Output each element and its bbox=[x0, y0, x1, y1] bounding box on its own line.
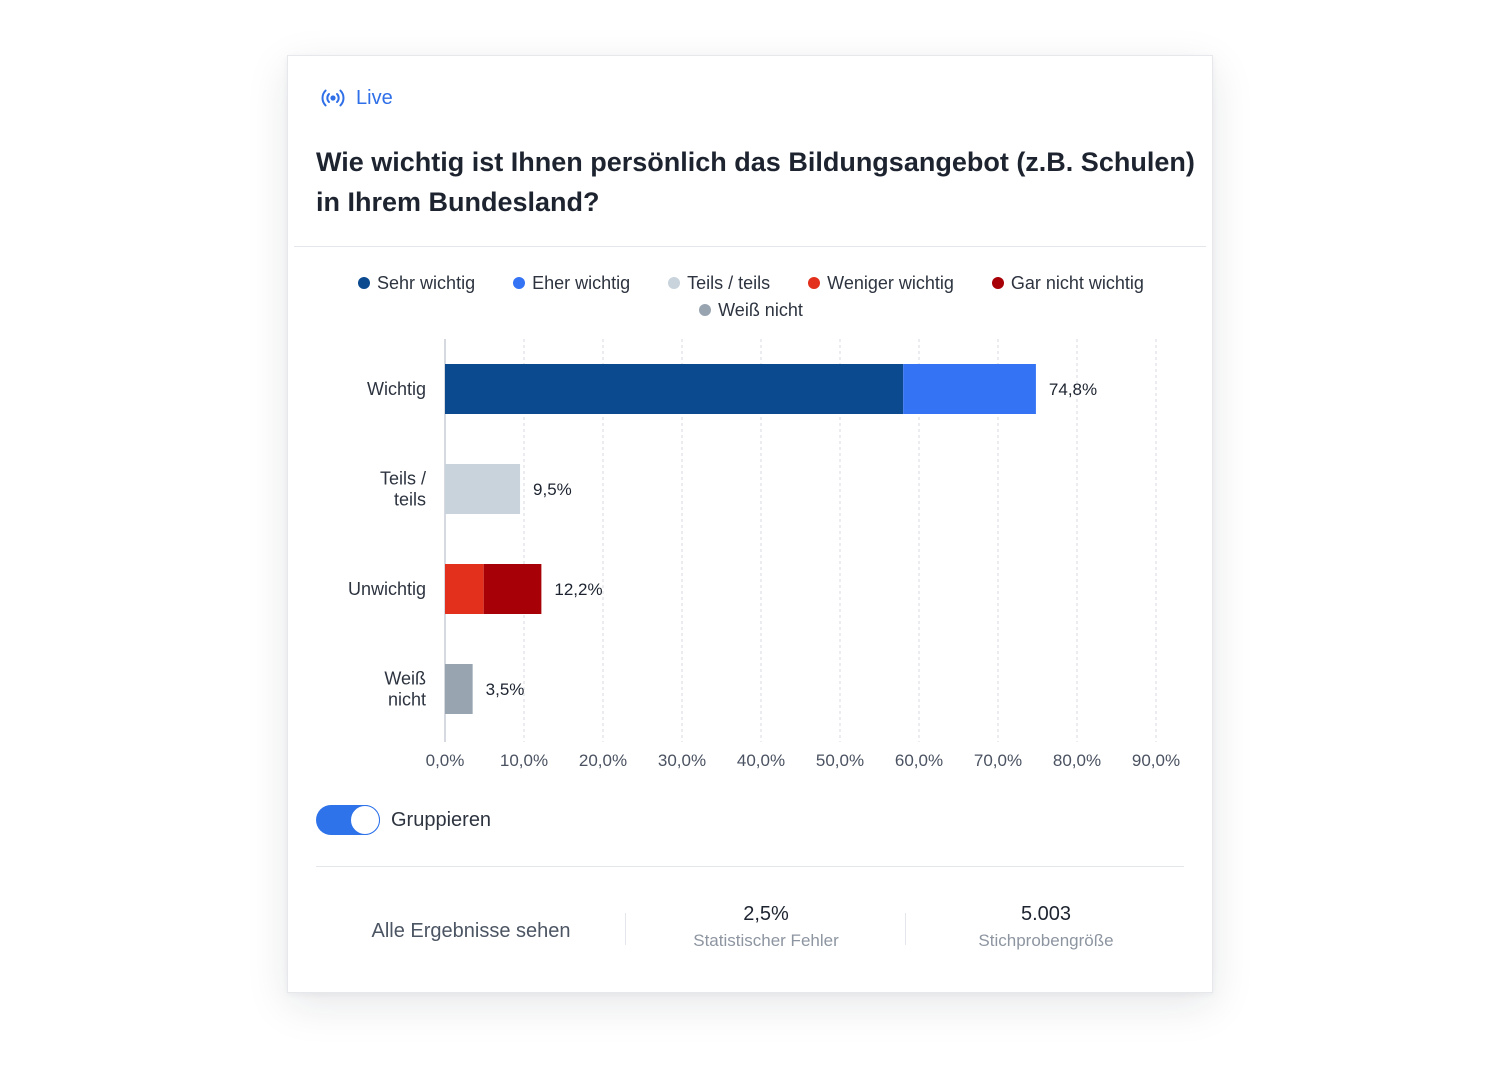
toggle-knob[interactable] bbox=[350, 805, 380, 835]
all-results-link[interactable]: Alle Ergebnisse sehen bbox=[371, 919, 571, 942]
legend-label: Sehr wichtig bbox=[377, 272, 476, 293]
category-label: Wichtig bbox=[367, 379, 426, 399]
x-tick-label: 20,0% bbox=[579, 751, 627, 770]
x-tick-label: 40,0% bbox=[737, 751, 785, 770]
legend-label: Teils / teils bbox=[687, 272, 771, 293]
legend-item-sehr-wichtig[interactable]: Sehr wichtig bbox=[358, 273, 475, 294]
question-title: Wie wichtig ist Ihnen persönlich das Bil… bbox=[316, 147, 1195, 217]
chart-legend: Sehr wichtig Eher wichtig Teils / teils … bbox=[288, 270, 1214, 323]
broadcast-icon bbox=[321, 89, 345, 107]
legend-dot bbox=[808, 277, 821, 289]
stat-label: Statistischer Fehler bbox=[693, 931, 839, 950]
stat-sample-size: 5.003 Stichprobengröße bbox=[906, 901, 1186, 953]
legend-label: Weiß nicht bbox=[718, 299, 803, 320]
category-label: Weiß bbox=[384, 669, 426, 689]
bar-total-label: 12,2% bbox=[554, 580, 602, 599]
category-label: teils bbox=[394, 490, 426, 510]
stat-label: Stichprobengröße bbox=[978, 931, 1114, 950]
x-tick-label: 60,0% bbox=[895, 751, 943, 770]
stat-value: 5.003 bbox=[1020, 903, 1072, 925]
legend-item-weiss-nicht[interactable]: Weiß nicht bbox=[699, 300, 803, 321]
bar-segment bbox=[445, 664, 473, 714]
legend-item-eher-wichtig[interactable]: Eher wichtig bbox=[513, 273, 630, 294]
footer-divider bbox=[905, 913, 906, 945]
x-tick-label: 90,0% bbox=[1132, 751, 1180, 770]
x-tick-label: 10,0% bbox=[500, 751, 548, 770]
legend-label: Gar nicht wichtig bbox=[1010, 272, 1144, 293]
x-tick-label: 0,0% bbox=[426, 751, 465, 770]
stat-error: 2,5% Statistischer Fehler bbox=[626, 901, 906, 953]
toggle-label: Gruppieren bbox=[391, 809, 492, 831]
survey-card: Live Wie wichtig ist Ihnen persönlich da… bbox=[287, 55, 1213, 993]
legend-dot bbox=[699, 304, 712, 316]
category-label: Teils / bbox=[380, 469, 426, 489]
x-tick-label: 30,0% bbox=[658, 751, 706, 770]
bar-segment bbox=[445, 564, 484, 614]
live-label: Live bbox=[356, 86, 393, 109]
legend-dot bbox=[513, 277, 526, 289]
legend-label: Eher wichtig bbox=[532, 272, 631, 293]
bar-total-label: 74,8% bbox=[1049, 380, 1097, 399]
divider bbox=[294, 246, 1206, 247]
footer: Alle Ergebnisse sehen 2,5% Statistischer… bbox=[316, 891, 1184, 971]
legend-item-teils-teils[interactable]: Teils / teils bbox=[668, 273, 770, 294]
bar-segment bbox=[445, 364, 904, 414]
live-indicator: Live bbox=[320, 84, 393, 112]
legend-item-weniger-wichtig[interactable]: Weniger wichtig bbox=[808, 273, 954, 294]
bar-chart: 0,0% 10,0% 20,0% 30,0% 40,0% 50,0% 60,0% 70,0% 8… bbox=[348, 339, 1180, 770]
bar-total-label: 9,5% bbox=[533, 480, 572, 499]
category-label: Unwichtig bbox=[348, 579, 426, 599]
legend-label: Weniger wichtig bbox=[827, 272, 954, 293]
category-label: nicht bbox=[388, 690, 426, 710]
x-tick-label: 70,0% bbox=[974, 751, 1022, 770]
legend-row: Sehr wichtig Eher wichtig Teils / teils … bbox=[288, 270, 1214, 296]
footer-divider bbox=[625, 913, 626, 945]
legend-dot bbox=[991, 277, 1004, 289]
group-toggle[interactable] bbox=[316, 805, 380, 835]
divider bbox=[316, 866, 1184, 867]
bar-total-label: 3,5% bbox=[486, 680, 525, 699]
x-tick-label: 50,0% bbox=[816, 751, 864, 770]
x-tick-label: 80,0% bbox=[1053, 751, 1101, 770]
bar-segment bbox=[445, 464, 521, 514]
legend-row: Weiß nicht bbox=[288, 297, 1214, 323]
bar-segment bbox=[903, 364, 1036, 414]
legend-dot bbox=[358, 277, 371, 289]
legend-item-gar-nicht-wichtig[interactable]: Gar nicht wichtig bbox=[991, 272, 1144, 294]
legend-dot bbox=[668, 277, 681, 289]
stat-value: 2,5% bbox=[743, 903, 789, 925]
bar-segment bbox=[483, 564, 542, 614]
